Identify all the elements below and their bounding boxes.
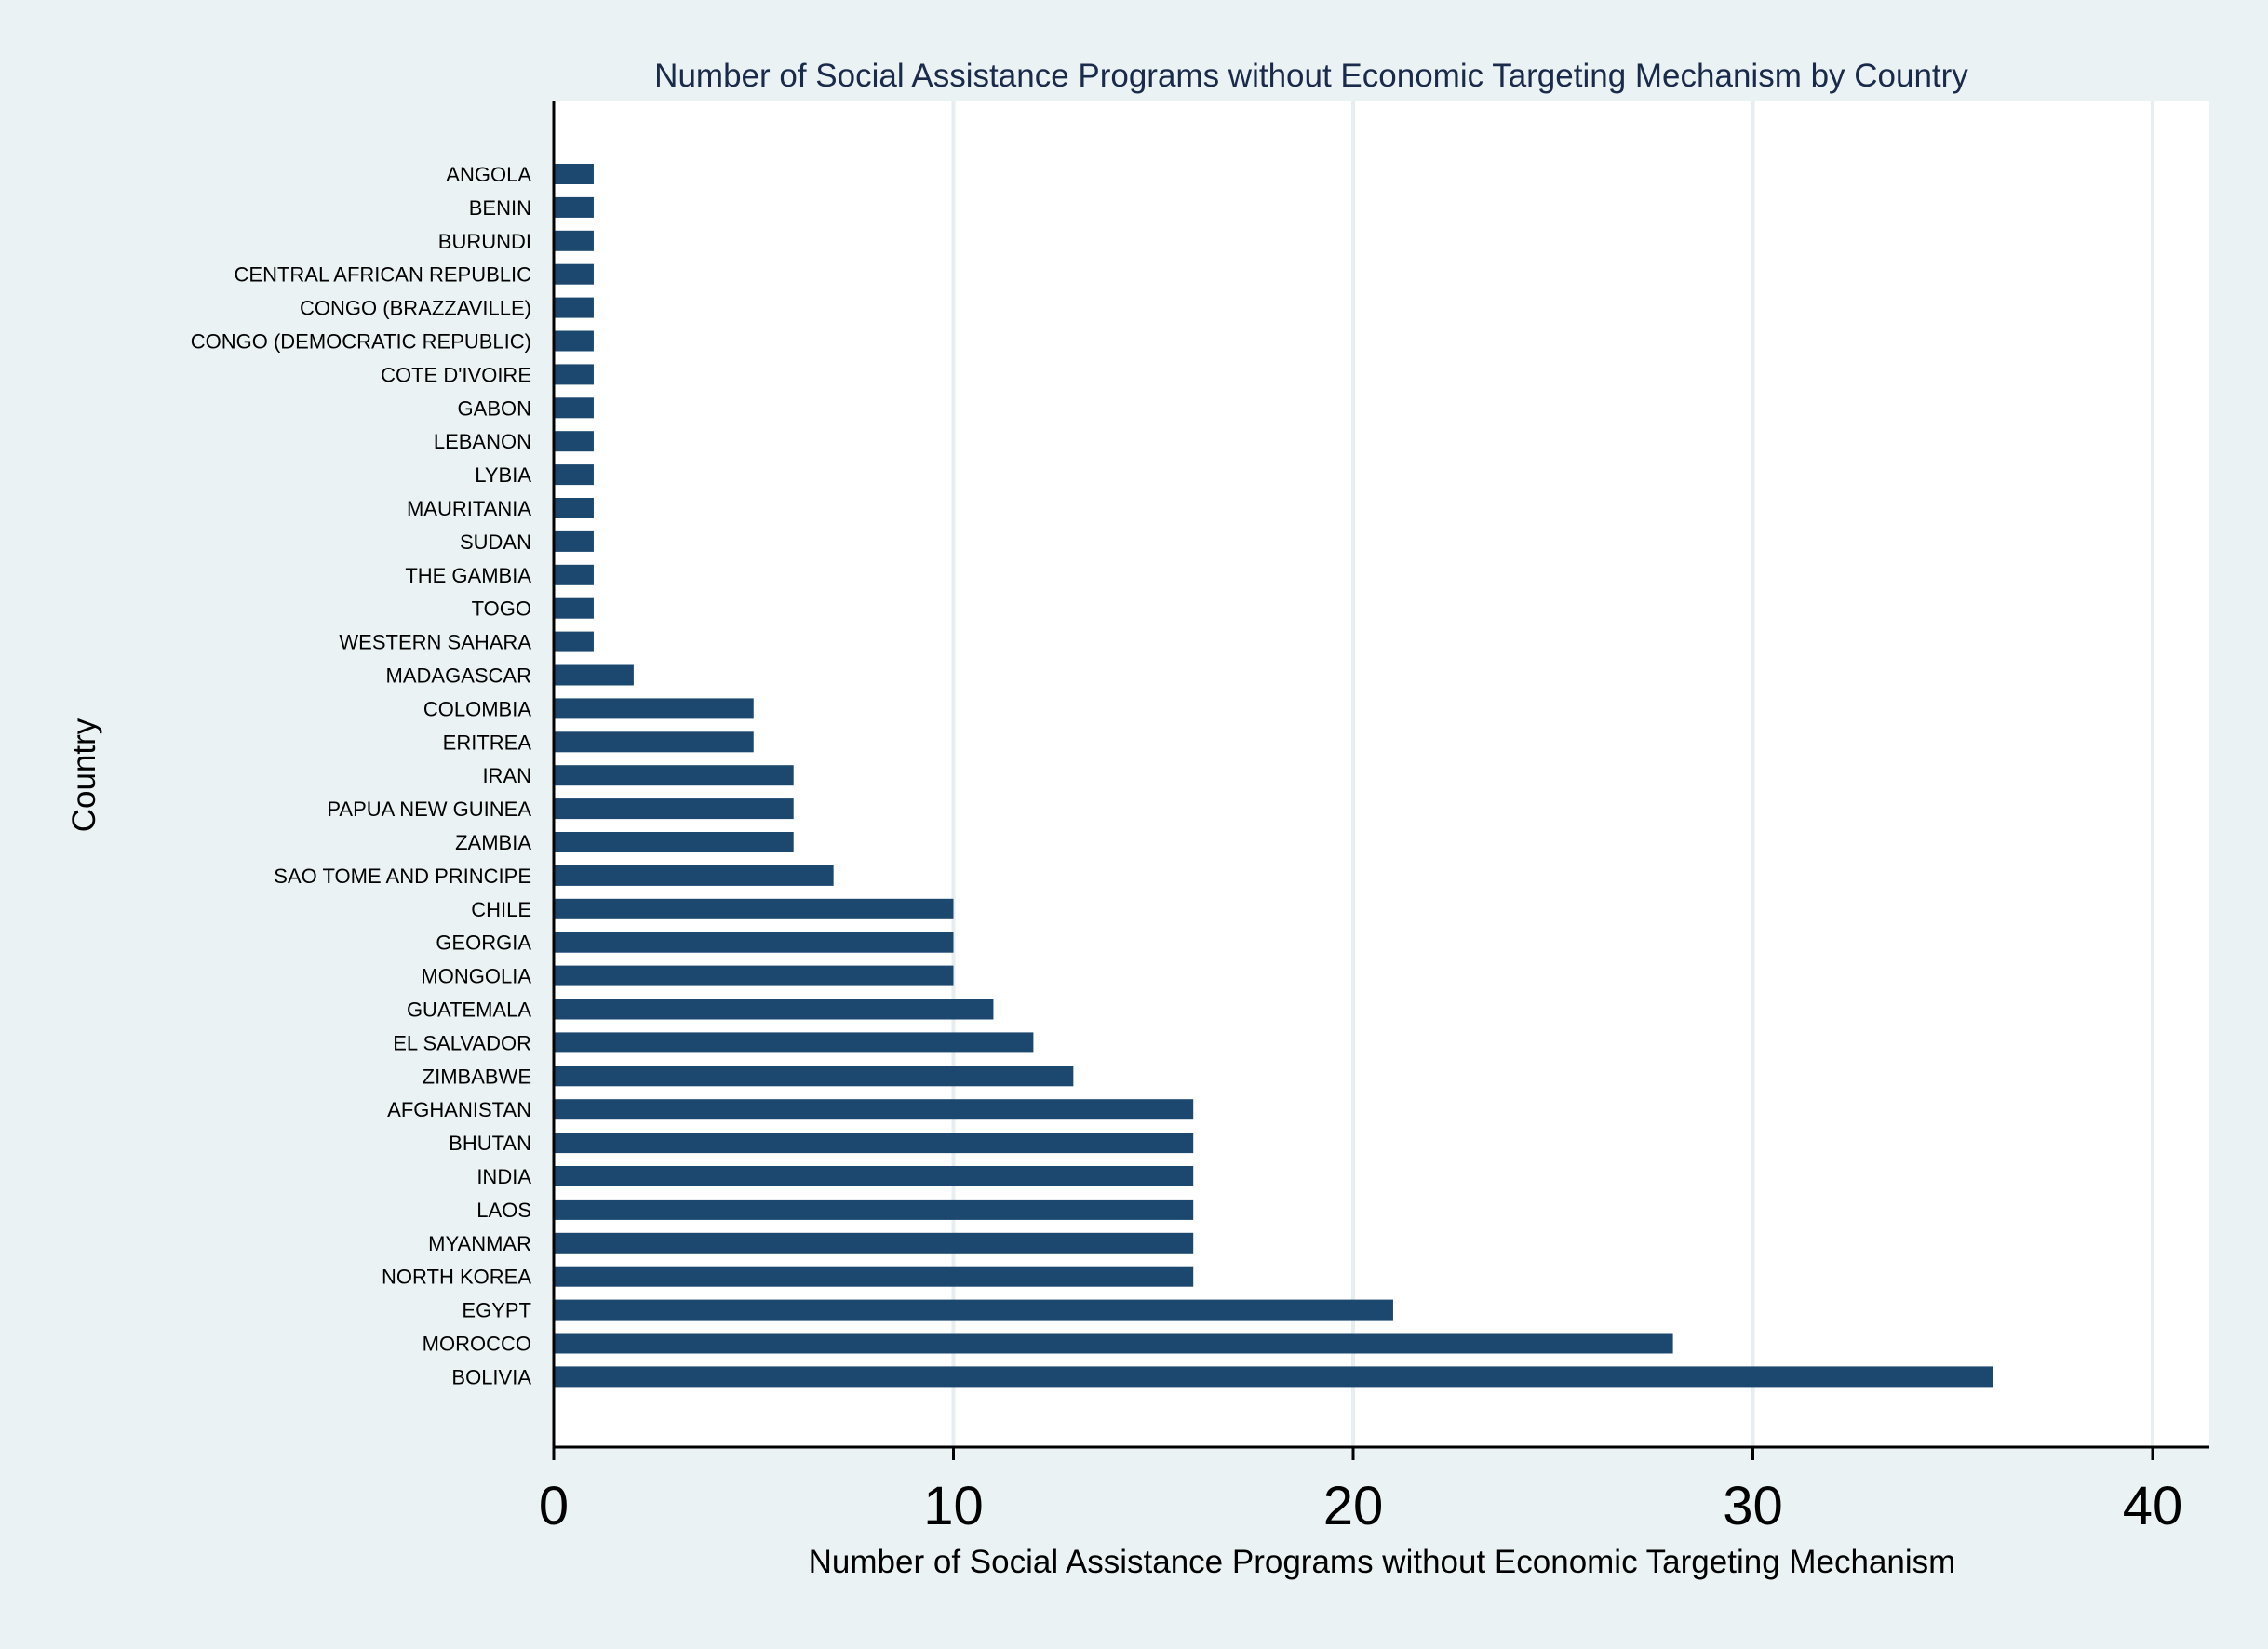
category-label-afghanistan: AFGHANISTAN — [387, 1098, 531, 1121]
category-label-congo-democratic-republic: CONGO (DEMOCRATIC REPUBLIC) — [191, 330, 531, 354]
bar-morocco — [554, 1333, 1673, 1354]
bar-bolivia — [554, 1366, 1993, 1388]
category-label-gabon: GABON — [458, 396, 531, 420]
category-label-bolivia: BOLIVIA — [451, 1365, 531, 1388]
category-label-burundi: BURUNDI — [438, 230, 531, 253]
x-tick-label-20: 20 — [1323, 1476, 1384, 1536]
plot-area — [554, 101, 2209, 1447]
category-label-egypt: EGYPT — [462, 1299, 531, 1322]
bar-the-gambia — [554, 564, 594, 585]
category-label-laos: LAOS — [476, 1199, 531, 1222]
category-label-the-gambia: THE GAMBIA — [405, 564, 531, 587]
category-label-sao-tome-and-principe: SAO TOME AND PRINCIPE — [274, 865, 531, 888]
category-label-north-korea: NORTH KOREA — [382, 1266, 531, 1289]
category-label-guatemala: GUATEMALA — [407, 999, 531, 1022]
bar-madagascar — [554, 664, 634, 686]
bar-congo-democratic-republic — [554, 330, 594, 352]
bar-central-african-republic — [554, 263, 594, 285]
category-label-lybia: LYBIA — [475, 463, 531, 487]
bar-zambia — [554, 832, 794, 852]
category-label-zambia: ZAMBIA — [455, 831, 531, 854]
x-ticks: 0 10 20 30 40 — [539, 1447, 2182, 1536]
bar-chile — [554, 898, 954, 919]
category-label-benin: BENIN — [469, 196, 531, 220]
category-label-mauritania: MAURITANIA — [407, 497, 531, 520]
category-label-iran: IRAN — [482, 764, 531, 787]
category-label-zimbabwe: ZIMBABWE — [423, 1065, 531, 1088]
category-label-colombia: COLOMBIA — [423, 697, 531, 720]
bar-iran — [554, 765, 794, 786]
y-axis-title: Country — [66, 717, 102, 832]
bar-sao-tome-and-principe — [554, 865, 834, 886]
category-label-central-african-republic: CENTRAL AFRICAN REPUBLIC — [235, 263, 532, 287]
grid-lines — [951, 101, 2154, 1447]
category-label-cote-d-ivoire: COTE D'IVOIRE — [381, 363, 531, 386]
bar-mauritania — [554, 498, 594, 518]
category-label-eritrea: ERITREA — [443, 731, 532, 754]
category-label-georgia: GEORGIA — [436, 932, 531, 955]
bars — [554, 164, 1993, 1388]
bar-western-sahara — [554, 631, 594, 652]
category-label-morocco: MOROCCO — [423, 1333, 531, 1356]
category-label-sudan: SUDAN — [460, 530, 531, 554]
bar-papua-new-guinea — [554, 798, 794, 820]
category-label-el-salvador: EL SALVADOR — [393, 1031, 531, 1054]
bar-cote-d-ivoire — [554, 364, 594, 385]
x-tick-label-40: 40 — [2123, 1476, 2183, 1536]
x-tick-label-0: 0 — [539, 1476, 569, 1536]
x-axis-title: Number of Social Assistance Programs wit… — [809, 1544, 1956, 1580]
chart-title: Number of Social Assistance Programs wit… — [654, 58, 1968, 94]
category-label-myanmar: MYANMAR — [428, 1232, 531, 1255]
category-label-papua-new-guinea: PAPUA NEW GUINEA — [327, 798, 531, 821]
bar-georgia — [554, 932, 954, 953]
category-label-bhutan: BHUTAN — [449, 1132, 531, 1155]
category-labels: ANGOLA BENIN BURUNDI CENTRAL AFRICAN REPUBL… — [191, 163, 532, 1388]
bar-north-korea — [554, 1266, 1194, 1287]
bar-india — [554, 1166, 1194, 1186]
category-label-mongolia: MONGOLIA — [421, 965, 531, 988]
bar-myanmar — [554, 1232, 1194, 1254]
bar-sudan — [554, 530, 594, 552]
category-label-angola: ANGOLA — [446, 163, 531, 186]
bar-angola — [554, 164, 594, 184]
bar-el-salvador — [554, 1032, 1034, 1053]
category-label-chile: CHILE — [471, 898, 531, 921]
bar-eritrea — [554, 731, 754, 753]
bar-colombia — [554, 698, 754, 719]
bar-lybia — [554, 464, 594, 486]
category-label-western-sahara: WESTERN SAHARA — [339, 631, 531, 654]
bar-mongolia — [554, 965, 954, 986]
bar-bhutan — [554, 1133, 1194, 1154]
axes — [552, 101, 2209, 1449]
x-tick-label-10: 10 — [923, 1476, 984, 1536]
category-label-india: INDIA — [476, 1165, 531, 1188]
category-label-congo-brazzaville: CONGO (BRAZZAVILLE) — [300, 297, 531, 320]
bar-congo-brazzaville — [554, 297, 594, 318]
bar-afghanistan — [554, 1099, 1194, 1120]
bar-burundi — [554, 230, 594, 251]
category-label-madagascar: MADAGASCAR — [386, 664, 531, 688]
category-label-lebanon: LEBANON — [434, 430, 531, 453]
bar-laos — [554, 1199, 1194, 1220]
bar-togo — [554, 597, 594, 619]
category-label-togo: TOGO — [472, 597, 531, 621]
bar-egypt — [554, 1299, 1393, 1321]
bar-zimbabwe — [554, 1066, 1074, 1087]
bar-guatemala — [554, 999, 994, 1020]
x-tick-label-30: 30 — [1723, 1476, 1783, 1536]
bar-benin — [554, 196, 594, 218]
bar-lebanon — [554, 431, 594, 452]
bar-gabon — [554, 397, 594, 419]
